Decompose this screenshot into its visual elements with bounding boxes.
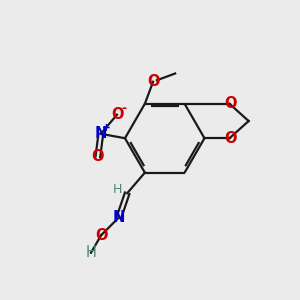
Text: H: H	[113, 183, 122, 196]
Text: O: O	[95, 228, 107, 243]
Text: H: H	[85, 245, 96, 260]
Text: O: O	[111, 107, 123, 122]
Text: N: N	[94, 126, 107, 141]
Text: O: O	[224, 96, 236, 111]
Text: N: N	[113, 210, 125, 225]
Text: +: +	[102, 123, 111, 133]
Text: O: O	[92, 149, 104, 164]
Text: -: -	[121, 102, 126, 115]
Text: O: O	[224, 131, 236, 146]
Text: O: O	[147, 74, 159, 89]
